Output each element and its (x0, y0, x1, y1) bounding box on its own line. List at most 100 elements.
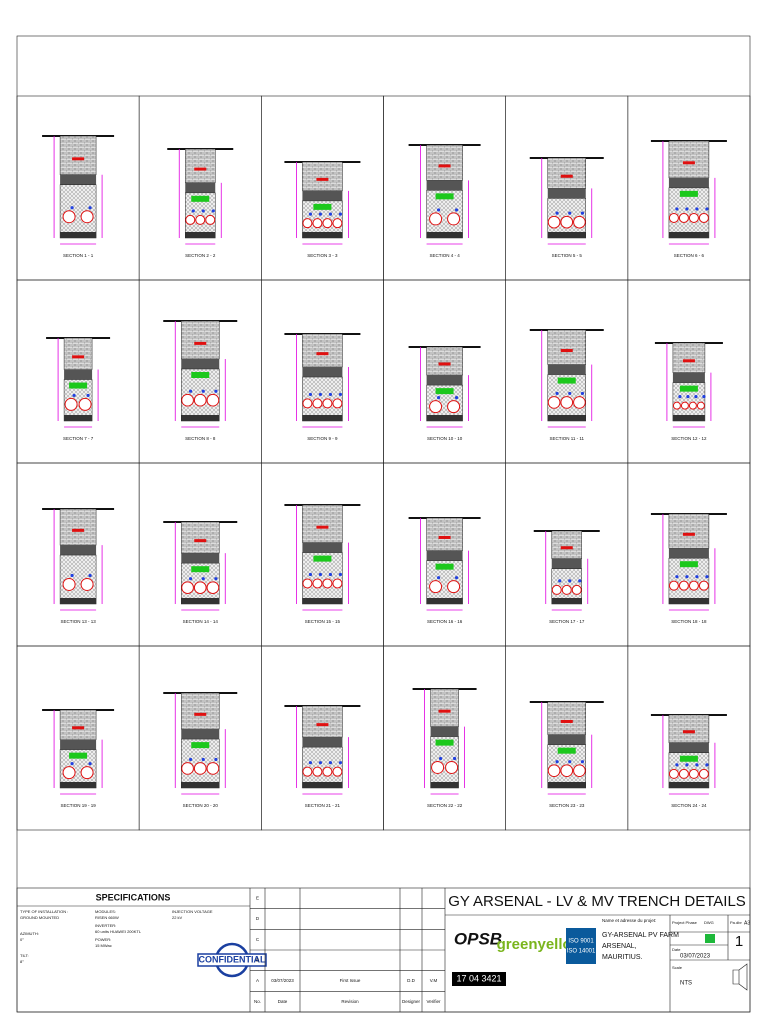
spec-label: POWER: (95, 937, 111, 942)
mv-duct (302, 398, 313, 409)
sections-grid: SECTION 1 - 1 SECTION 2 - 2 SECTION 3 - 3 S… (16, 95, 751, 831)
trench-base (185, 232, 216, 238)
sand-layer (302, 737, 343, 748)
cover-slab (435, 563, 454, 570)
warning-tape (560, 349, 573, 353)
mv-duct (560, 396, 574, 409)
rev-cell: B (256, 958, 259, 963)
backfill (668, 714, 710, 743)
trench-base (426, 415, 463, 421)
cover-slab (191, 195, 210, 202)
trench-section: SECTION 16 - 16 (383, 462, 506, 647)
lv-cable (308, 212, 313, 216)
trench-base (302, 782, 343, 788)
cover-slab (191, 742, 210, 749)
backfill (426, 144, 463, 181)
lv-cable (686, 395, 690, 399)
trench-base (181, 598, 220, 604)
mv-duct (429, 580, 443, 594)
lv-cable (338, 392, 343, 397)
backfill (59, 709, 97, 740)
lv-cable (188, 389, 193, 393)
sand-layer (302, 542, 343, 553)
trench-base (60, 598, 97, 604)
lv-cable (70, 573, 74, 578)
warning-tape (316, 352, 329, 356)
rev-cell: Date (278, 999, 288, 1004)
trench-section: SECTION 17 - 17 (505, 462, 629, 647)
sand-layer (547, 188, 586, 199)
mv-duct (332, 766, 343, 777)
cover-slab (557, 747, 576, 754)
trench-section: SECTION 10 - 10 (383, 279, 506, 464)
trench-base (551, 598, 582, 604)
backfill (547, 157, 586, 189)
lv-cable (568, 391, 572, 396)
mv-duct (678, 580, 689, 591)
lv-cable (685, 575, 689, 579)
trench-section: SECTION 6 - 6 (627, 95, 751, 281)
mv-duct (698, 768, 709, 779)
mv-duct (78, 397, 92, 411)
sand-layer (181, 359, 220, 369)
lv-cable (702, 395, 706, 399)
trench-section: SECTION 8 - 8 (138, 279, 262, 464)
lv-cable (328, 212, 333, 216)
warning-tape (682, 161, 695, 165)
backfill (426, 346, 463, 376)
lv-cable (685, 763, 689, 767)
lv-cable (201, 389, 205, 393)
dwg-label: DWG (704, 920, 714, 925)
cover-slab (191, 566, 210, 573)
section-label: SECTION 15 - 15 (305, 619, 341, 624)
warning-tape (560, 174, 573, 178)
lv-cable (214, 757, 218, 762)
mv-duct (312, 578, 323, 589)
lv-cable (88, 573, 92, 578)
trench-section: SECTION 20 - 20 (138, 645, 262, 831)
sand-layer (302, 190, 343, 201)
mv-duct (181, 762, 194, 775)
mv-duct (678, 768, 689, 779)
sand-layer (668, 177, 709, 188)
trench-section: SECTION 7 - 7 (16, 279, 140, 464)
lv-cable (685, 207, 689, 211)
spec-value: 60 units HUAWEI 200KTL (95, 929, 142, 934)
cover-slab (679, 755, 698, 762)
client-logo: greenyellow (497, 936, 584, 953)
lv-cable (695, 763, 699, 767)
mv-duct (312, 766, 323, 777)
lv-cable (555, 391, 559, 396)
lv-cable (188, 757, 193, 762)
lv-cable (675, 763, 679, 767)
lv-cable (568, 211, 572, 215)
scale: NTS (680, 981, 692, 987)
cover-slab (435, 739, 454, 746)
drawing-title: GY ARSENAL - LV & MV TRENCH DETAILS (448, 893, 746, 910)
mv-duct (680, 401, 689, 410)
rev-cell: 03/07/2023 (271, 978, 294, 983)
title-block: SPECIFICATIONS CONFIDENTIAL GY ARSENAL -… (16, 887, 750, 1013)
sand-layer (547, 734, 586, 745)
trench-section: SECTION 2 - 2 (138, 95, 262, 281)
backfill (181, 692, 220, 730)
lv-cable (308, 392, 313, 397)
lv-cable (695, 575, 699, 579)
lv-cable (555, 760, 559, 764)
spec-label: TYPE OF INSTALLATION : (20, 909, 68, 914)
cover-slab (679, 561, 698, 568)
project-line: MAURITIUS. (602, 954, 643, 961)
company-number: 17 04 3421 (456, 973, 501, 983)
phase-label: Project Phase (672, 920, 698, 925)
lv-cable (675, 207, 679, 211)
backfill (668, 513, 710, 549)
lv-cable (705, 207, 709, 211)
section-label: SECTION 11 - 11 (549, 436, 584, 441)
rev-cell: E (256, 896, 259, 901)
rev-cell: V.M (430, 978, 438, 983)
mv-duct (322, 766, 333, 777)
trench-section: SECTION 24 - 24 (627, 645, 751, 831)
lv-cable (580, 760, 585, 764)
section-label: SECTION 2 - 2 (185, 253, 216, 258)
rev-cell: C (256, 937, 260, 942)
